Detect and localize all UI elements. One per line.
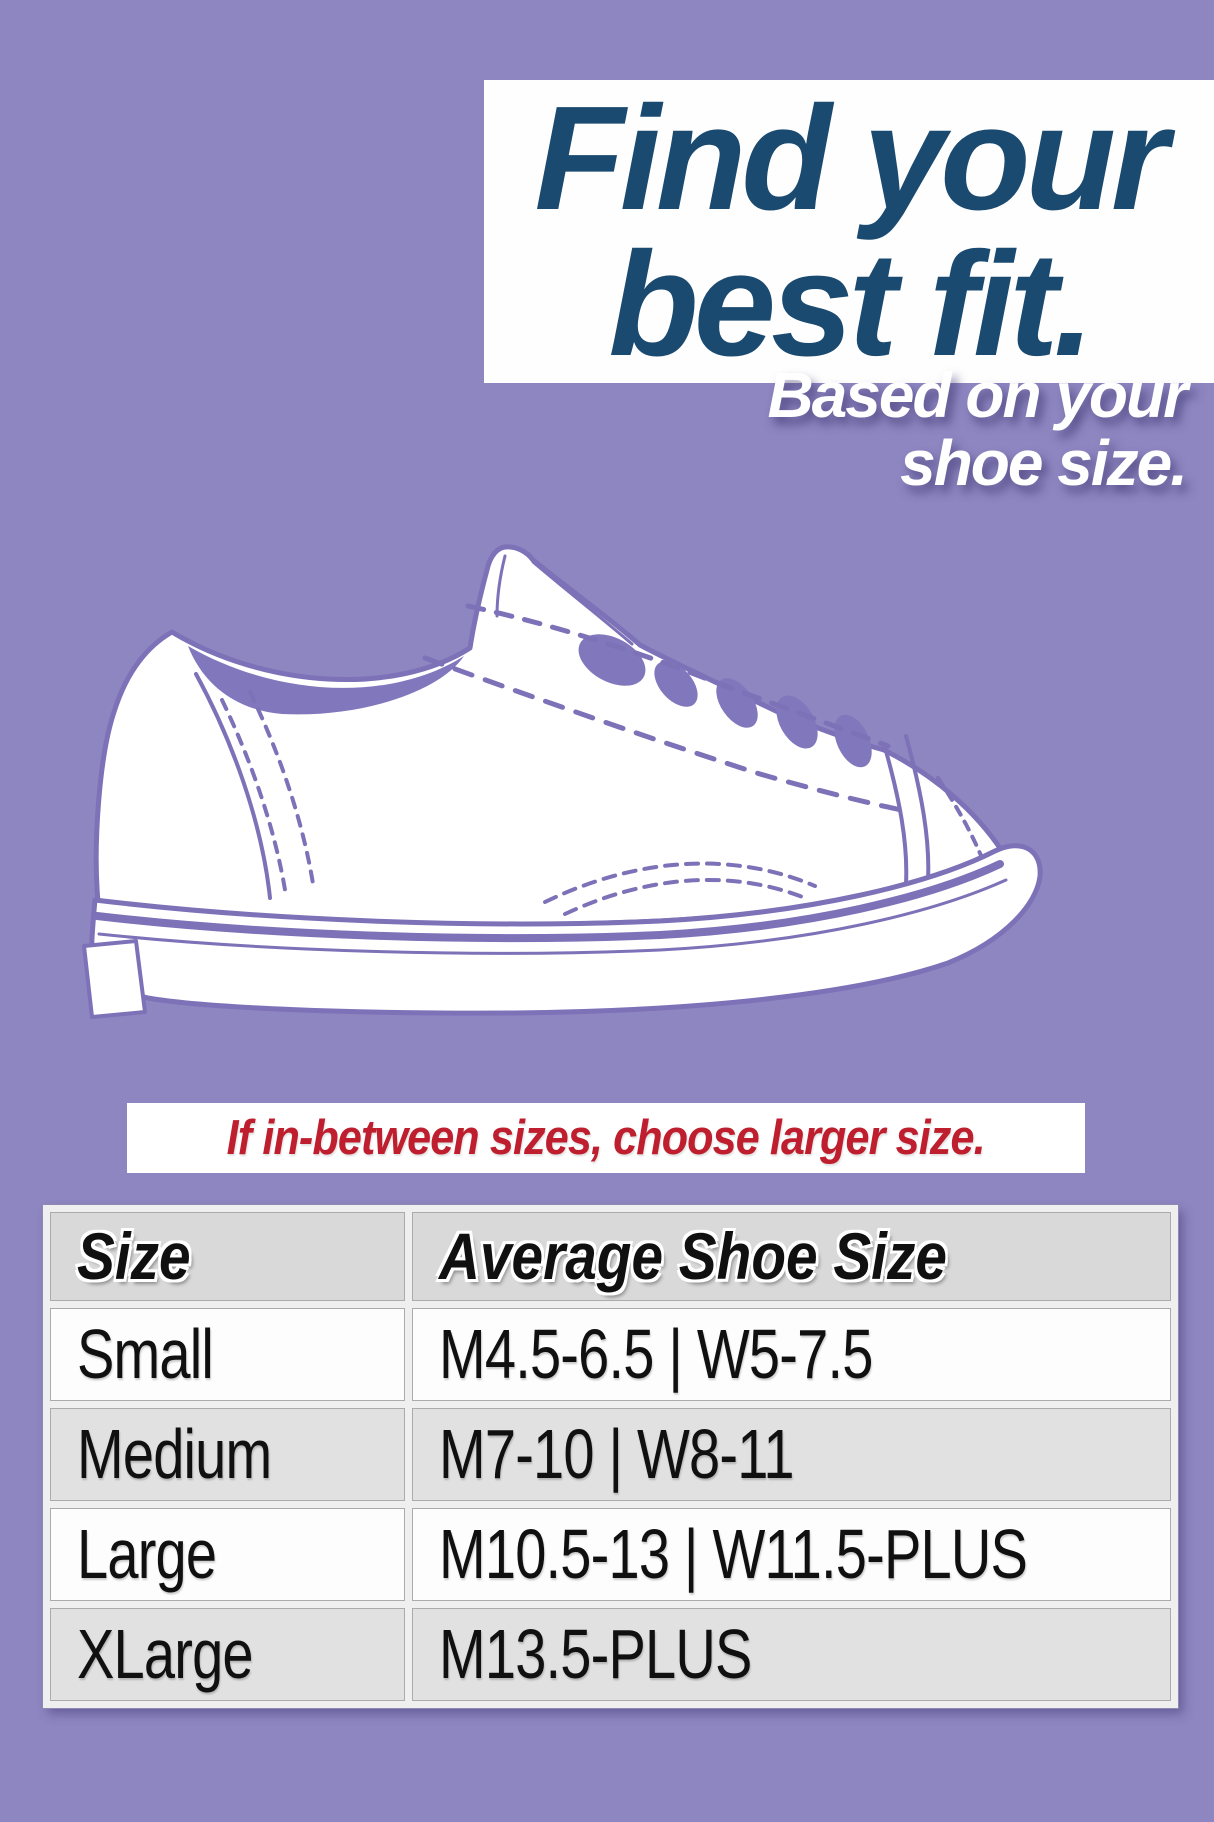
table-row-large: Large M10.5-13 | W11.5-PLUS	[50, 1507, 1171, 1601]
toecap-seam-2	[904, 734, 931, 882]
table-row-small: Small M4.5-6.5 | W5-7.5	[50, 1307, 1171, 1401]
hero-subtitle-line1: Based on your	[767, 359, 1188, 431]
toecap-seam-1	[882, 742, 909, 886]
hero-title-box: Find your best fit.	[484, 80, 1214, 383]
shoe-sole	[89, 843, 1043, 1016]
sizing-notice-banner: If in-between sizes, choose larger size.	[127, 1103, 1085, 1173]
lace-hole-3	[716, 678, 758, 728]
heel-stitch-1	[220, 698, 288, 898]
column-header-size: Size	[50, 1212, 405, 1301]
sole-foxing-line	[97, 878, 1008, 955]
column-header-average-shoe-size: Average Shoe Size	[412, 1212, 1171, 1301]
vamp-stitch-1	[543, 861, 817, 904]
stitch-lace-top	[465, 603, 891, 749]
tongue-edge-line	[531, 560, 634, 646]
heel-label-patch	[82, 939, 147, 1019]
lace-hole-1	[578, 634, 646, 686]
hero-title-line1: Find your	[534, 75, 1168, 241]
size-cell: Small	[50, 1307, 405, 1401]
sole-foxing-stripe	[93, 860, 1004, 943]
table-row-medium: Medium M7-10 | W8-11	[50, 1407, 1171, 1501]
shoe-size-cell: M13.5-PLUS	[412, 1607, 1171, 1701]
heel-seam-solid	[194, 672, 272, 900]
hero-subtitle: Based on your shoe size.	[767, 359, 1188, 499]
lace-hole-2	[654, 661, 698, 707]
hero-title-line2: best fit.	[608, 221, 1094, 387]
collar-opening	[188, 646, 464, 715]
size-cell: Medium	[50, 1407, 405, 1501]
table-row-xlarge: XLarge M13.5-PLUS	[50, 1607, 1171, 1701]
stitch-lace-bottom	[422, 655, 915, 815]
size-cell: Large	[50, 1507, 405, 1601]
sizing-notice-text: If in-between sizes, choose larger size.	[226, 1111, 986, 1165]
size-chart-table: Size Average Shoe Size Small M4.5-6.5 | …	[43, 1205, 1178, 1708]
size-cell: XLarge	[50, 1607, 405, 1701]
vamp-stitch-2	[563, 877, 807, 916]
shoe-size-cell: M10.5-13 | W11.5-PLUS	[412, 1507, 1171, 1601]
shoe-size-cell: M7-10 | W8-11	[412, 1407, 1171, 1501]
size-chart-header-row: Size Average Shoe Size	[50, 1212, 1171, 1301]
hero-subtitle-line2: shoe size.	[900, 426, 1188, 499]
toecap-stitch	[936, 776, 984, 860]
heel-stitch-2	[248, 690, 316, 892]
lace-hole-5	[834, 714, 872, 768]
shoe-size-cell: M4.5-6.5 | W5-7.5	[412, 1307, 1171, 1401]
